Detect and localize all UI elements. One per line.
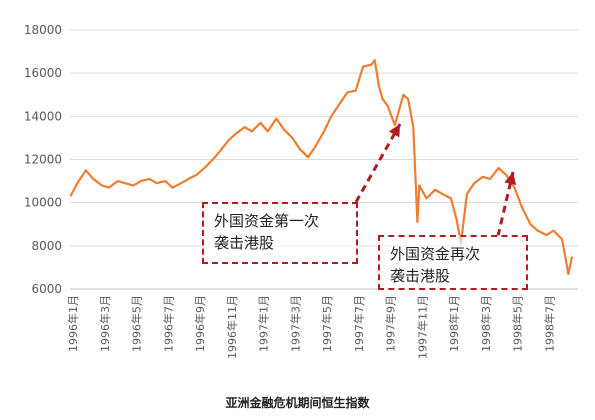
- annotation-arrow-head: [388, 124, 400, 138]
- y-tick-label: 14000: [24, 109, 62, 123]
- x-tick-label: 1996年11月: [225, 295, 239, 359]
- y-tick-label: 16000: [24, 66, 62, 80]
- x-tick-label: 1997年3月: [288, 295, 302, 352]
- x-tick-label: 1996年3月: [98, 295, 112, 352]
- y-tick-label: 12000: [24, 153, 62, 167]
- y-tick-label: 8000: [31, 239, 62, 253]
- y-tick-label: 18000: [24, 23, 62, 37]
- chart-title: 亚洲金融危机期间恒生指数: [225, 396, 370, 410]
- x-tick-label: 1996年1月: [66, 295, 80, 352]
- x-tick-label: 1997年7月: [352, 295, 366, 352]
- x-tick-label: 1997年5月: [320, 295, 334, 352]
- y-tick-label: 6000: [31, 282, 62, 296]
- x-tick-label: 1998年5月: [511, 295, 525, 352]
- x-tick-label: 1997年11月: [415, 295, 429, 359]
- x-tick-label: 1998年1月: [447, 295, 461, 352]
- annotation-arrow-head: [504, 172, 517, 186]
- y-tick-labels: 6000 8000 10000 12000 14000 16000 18000: [24, 23, 62, 296]
- x-tick-label: 1996年5月: [130, 295, 144, 352]
- annotation-arrows: [354, 123, 517, 237]
- annotation-box-first-attack: 外国资金第一次 袭击港股: [202, 202, 358, 264]
- x-tick-label: 1996年9月: [193, 295, 207, 352]
- x-tick-label: 1996年7月: [161, 295, 175, 352]
- x-tick-label: 1997年1月: [257, 295, 271, 352]
- annotation-text: 袭击港股: [390, 267, 451, 285]
- x-tick-label: 1997年9月: [384, 295, 398, 352]
- y-tick-label: 10000: [24, 196, 62, 210]
- annotation-text: 外国资金再次: [390, 245, 481, 263]
- hang-seng-index-line: [69, 59, 574, 275]
- annotation-text: 袭击港股: [214, 234, 275, 252]
- annotation-arrow-shaft: [354, 123, 402, 203]
- annotation-text: 外国资金第一次: [214, 212, 320, 230]
- annotation-box-second-attack: 外国资金再次 袭击港股: [378, 235, 528, 290]
- x-tick-label: 1998年3月: [479, 295, 493, 352]
- x-tick-label: 1998年7月: [542, 295, 556, 352]
- x-tick-labels: 1996年1月 1996年3月 1996年5月 1996年7月 1996年9月 1996年…: [66, 295, 556, 359]
